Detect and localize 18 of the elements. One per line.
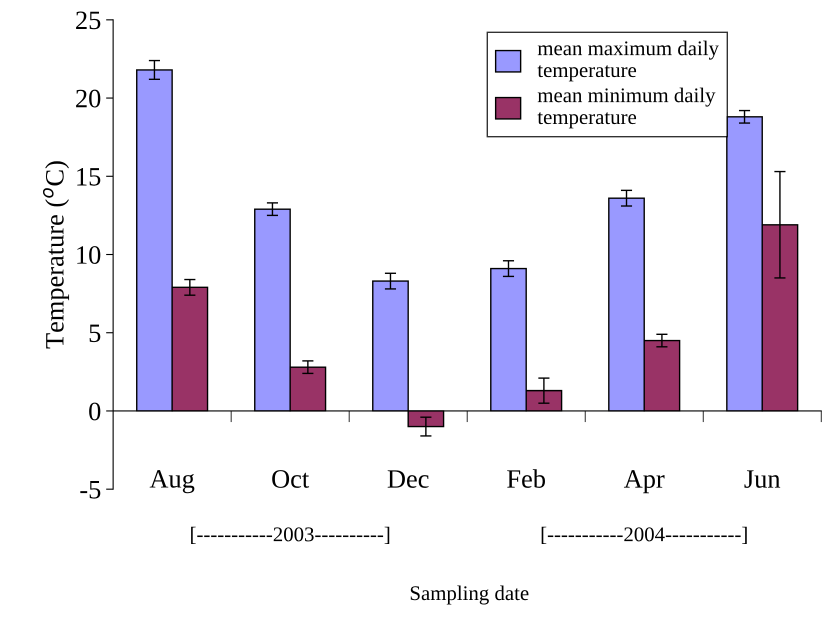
x-tick-label: Jun [744, 470, 780, 488]
legend-label: mean minimum daily temperature [538, 88, 716, 128]
x-tick-label: Feb [507, 469, 545, 488]
x-tick-label: Aug [150, 470, 194, 494]
text: [-----------2003----------] [191, 526, 390, 544]
y-axis-title: Temperature ($^{o}$C) [42, 161, 70, 349]
text: [-----------2004-----------] [542, 526, 747, 544]
y-tick-label: -5 [80, 481, 100, 499]
y-tick-label: 10 [77, 246, 100, 264]
x-tick-label: Apr [624, 470, 664, 494]
y-tick-label: 15 [77, 168, 100, 186]
y-tick-label: 5 [90, 324, 100, 342]
y-tick-label: 20 [76, 90, 100, 108]
x-tick-label: Dec [388, 470, 429, 488]
y-tick-label: 0 [89, 402, 100, 420]
x-axis-title: Sampling date [410, 586, 528, 604]
x-tick-label: Oct [272, 470, 310, 488]
y-tick-label: 25 [76, 12, 100, 30]
